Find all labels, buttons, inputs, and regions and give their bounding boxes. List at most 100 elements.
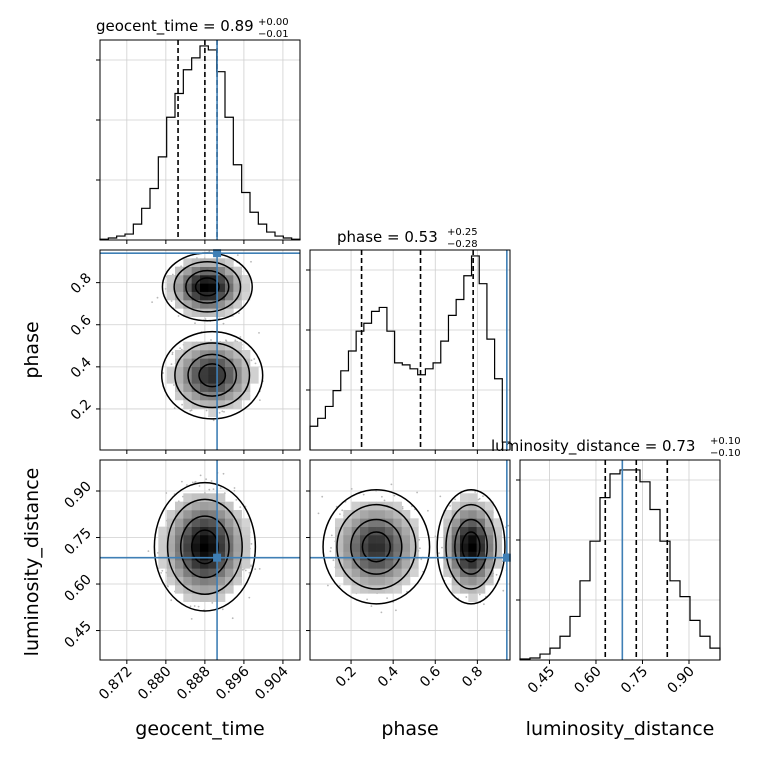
density-cell <box>191 510 201 519</box>
density-cell <box>368 551 377 561</box>
density-cell <box>476 526 486 536</box>
hist-panel-geocent_time <box>96 39 301 244</box>
truth-marker <box>213 553 222 562</box>
density-cell <box>468 551 477 561</box>
panel-border <box>99 249 301 451</box>
density-cell <box>241 291 251 301</box>
contour-0-3 <box>322 489 431 605</box>
density-cell <box>175 526 184 536</box>
scatter-point <box>329 550 332 553</box>
title-geocent-time: geocent_time = 0.89 +0.00 −0.01 <box>96 17 289 40</box>
scatter-point <box>179 347 182 349</box>
density-cell <box>233 568 242 577</box>
density-cell <box>175 350 184 359</box>
density-cell <box>175 300 184 309</box>
contours <box>153 481 257 612</box>
density-cell <box>360 526 369 536</box>
density-cell <box>183 535 192 544</box>
scatter-point <box>380 611 383 614</box>
scatter-point <box>164 288 167 290</box>
density-cell <box>208 366 217 376</box>
density-cell <box>460 526 469 536</box>
scatter-point <box>199 474 202 477</box>
density-cell <box>460 535 469 544</box>
ytick-label-phase-2: 0.6 <box>68 312 95 339</box>
density-cell <box>200 358 209 367</box>
density-cell <box>485 535 494 544</box>
density-cell <box>451 501 461 511</box>
density-cell <box>208 543 217 552</box>
density-cells <box>158 493 251 602</box>
density-cell <box>401 543 411 552</box>
density-cell <box>200 308 209 317</box>
ytick-label-phase-1: 0.4 <box>68 354 95 381</box>
contours <box>160 252 264 420</box>
density-cell <box>233 358 242 367</box>
density-cell <box>476 518 486 527</box>
panel-border <box>519 459 721 661</box>
density-cell <box>216 593 226 602</box>
scatter-point <box>190 409 193 412</box>
density-cell <box>393 518 402 527</box>
scatter-point <box>166 584 169 587</box>
contour-1-0 <box>198 363 227 388</box>
density-cell <box>241 526 251 536</box>
density-cell <box>175 275 184 284</box>
xtick-label-phase-2: 0.6 <box>417 663 444 690</box>
density-cell <box>385 576 394 586</box>
scatter-point <box>221 608 224 611</box>
density-cell <box>241 560 251 569</box>
density-cell <box>208 535 217 544</box>
contour-0-1 <box>179 515 230 579</box>
density-cell <box>200 518 209 527</box>
density-cell <box>443 551 452 561</box>
density-cell <box>360 568 369 577</box>
density-cell <box>225 300 234 309</box>
density-cell <box>200 585 209 594</box>
density-cell <box>385 568 394 577</box>
density-cell <box>351 585 361 594</box>
density-cell <box>225 375 234 384</box>
scatter-point <box>250 260 252 263</box>
density-cell <box>191 375 201 384</box>
density-cell <box>216 493 226 502</box>
density-cell <box>175 375 184 384</box>
density-cell <box>216 501 226 511</box>
density-cell <box>183 366 192 376</box>
title-luminosity-distance: luminosity_distance = 0.73 +0.10 −0.10 <box>491 436 741 459</box>
density-cell <box>183 375 192 384</box>
scatter-point <box>507 524 510 527</box>
density-cell <box>166 291 176 301</box>
scatter-point <box>171 273 174 276</box>
scatter-point <box>401 507 404 510</box>
density-cell <box>208 300 217 309</box>
density-cell <box>208 593 217 602</box>
density-cell <box>175 283 184 292</box>
title-phase-main: phase = 0.53 <box>337 228 438 246</box>
scatter-point <box>406 590 408 593</box>
density-cell <box>343 568 352 577</box>
density-cell <box>225 383 234 392</box>
density-cell <box>166 576 176 586</box>
contour-0-3 <box>153 481 257 612</box>
density-cell <box>460 493 469 502</box>
density-cell <box>208 510 217 519</box>
density-cell <box>385 510 394 519</box>
density-cell <box>175 266 184 276</box>
density-cell <box>335 560 344 569</box>
density-cell <box>468 543 477 552</box>
density-cell <box>376 543 386 552</box>
density-cell <box>208 568 217 577</box>
hist-panel-phase <box>306 249 511 454</box>
density-cell <box>200 400 209 409</box>
density-cell <box>476 585 486 594</box>
density-cell <box>166 275 176 284</box>
title-geocent-time-main: geocent_time = 0.89 <box>96 17 254 36</box>
density-cell <box>385 543 394 552</box>
density-cell <box>368 510 377 519</box>
scatter-point <box>495 573 498 576</box>
density-cell <box>208 408 217 417</box>
density-cell <box>401 535 411 544</box>
density-cell <box>468 535 477 544</box>
density-cell <box>191 350 201 359</box>
